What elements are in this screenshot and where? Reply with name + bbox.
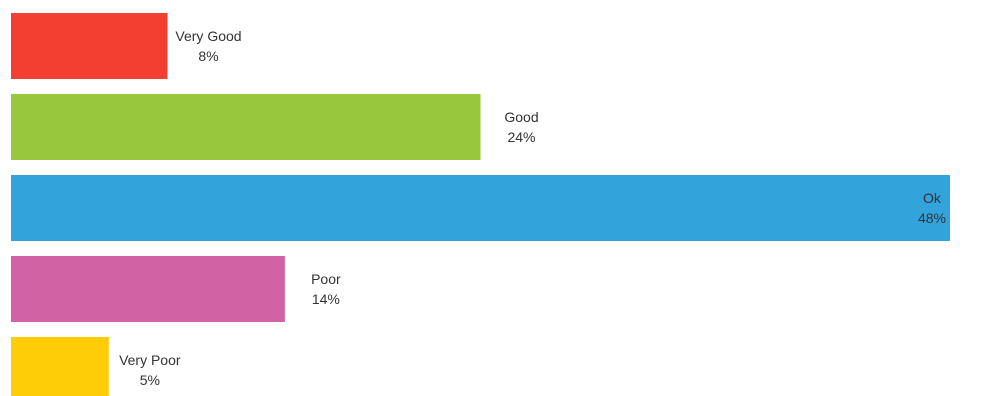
bar-good <box>11 94 481 160</box>
bar-poor <box>11 256 285 322</box>
category-label-very-poor: Very Poor <box>119 352 181 368</box>
category-label-ok: Ok <box>923 190 942 206</box>
value-label-very-poor: 5% <box>140 372 160 388</box>
bar-very-good <box>11 13 168 79</box>
value-label-good: 24% <box>507 129 535 145</box>
category-label-poor: Poor <box>311 271 341 287</box>
category-label-very-good: Very Good <box>175 28 241 44</box>
value-label-poor: 14% <box>312 291 340 307</box>
bar-very-poor <box>11 337 109 396</box>
bar-ok <box>11 175 950 241</box>
category-label-good: Good <box>504 109 538 125</box>
value-label-ok: 48% <box>918 210 946 226</box>
value-label-very-good: 8% <box>198 48 218 64</box>
